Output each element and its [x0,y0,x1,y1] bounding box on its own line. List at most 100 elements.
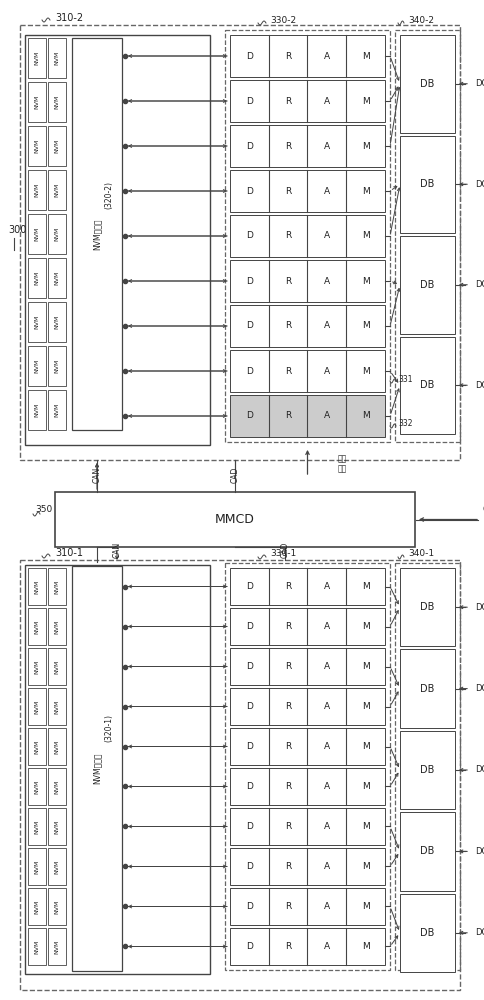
Text: D: D [245,322,252,330]
Text: M: M [361,582,369,591]
Text: M: M [361,742,369,751]
Text: NVM: NVM [54,139,60,153]
Text: A: A [323,322,329,330]
Text: NVM: NVM [54,859,60,874]
Text: M: M [361,862,369,871]
Text: NVM: NVM [34,939,39,954]
Bar [48,928,66,965]
Text: NVM: NVM [34,315,39,329]
Bar [229,888,384,925]
Text: R: R [285,742,291,751]
Text: D: D [245,742,252,751]
Bar [55,492,414,547]
Text: D: D [245,276,252,286]
Bar [229,648,384,685]
Text: 300: 300 [8,225,26,235]
Text: NVM: NVM [34,95,39,109]
Text: M: M [361,142,369,151]
Text: DB: DB [420,380,434,390]
Bar [225,30,389,442]
Text: M: M [361,622,369,631]
Bar [229,170,384,212]
Text: A: A [323,276,329,286]
Text: DB: DB [420,846,434,856]
Text: A: A [323,822,329,831]
Text: 310-2: 310-2 [55,13,83,23]
Text: NVM: NVM [54,739,60,754]
Text: R: R [285,782,291,791]
Text: A: A [323,232,329,240]
Bar [28,648,46,685]
Bar [48,126,66,166]
Text: D: D [245,232,252,240]
Text: NVM: NVM [54,579,60,594]
Text: 标签
信息: 标签 信息 [337,454,346,474]
Text: M: M [361,232,369,240]
Text: DQ: DQ [474,280,484,289]
Text: DB: DB [420,280,434,290]
Bar [48,728,66,765]
Bar [28,848,46,885]
Bar [28,346,46,386]
Text: D: D [245,142,252,151]
Bar [28,688,46,725]
Text: M: M [361,822,369,831]
Bar [28,808,46,845]
Bar [399,35,454,133]
Text: NVM: NVM [34,139,39,153]
Text: D: D [245,942,252,951]
Text: A: A [323,942,329,951]
Bar [229,728,384,765]
Text: DB: DB [420,602,434,612]
Bar [48,768,66,805]
Bar [28,390,46,430]
Text: A: A [323,662,329,671]
Bar [28,608,46,645]
Bar [20,560,459,990]
Bar [229,125,384,167]
Text: NVM: NVM [34,779,39,794]
Text: CA: CA [482,505,484,514]
Text: DQ: DQ [474,603,484,612]
Text: DQ: DQ [474,180,484,189]
Bar [399,136,454,233]
Text: A: A [323,142,329,151]
Bar [229,768,384,805]
Text: NVM: NVM [54,779,60,794]
Text: NVM: NVM [54,403,60,417]
Text: R: R [285,412,291,420]
Text: 332: 332 [397,420,412,428]
Text: 350: 350 [35,506,52,514]
Bar [229,808,384,845]
Text: R: R [285,366,291,375]
Text: M: M [361,902,369,911]
Text: M: M [361,782,369,791]
Text: NVM: NVM [34,899,39,914]
Text: A: A [323,782,329,791]
Bar [225,563,389,970]
Text: NVM: NVM [54,899,60,914]
Text: NVM: NVM [54,183,60,197]
Text: A: A [323,862,329,871]
Bar [48,608,66,645]
Bar [48,346,66,386]
Bar [48,302,66,342]
Text: 310-1: 310-1 [55,548,83,558]
Bar [229,395,384,437]
Bar [229,688,384,725]
Text: D: D [245,582,252,591]
Text: R: R [285,232,291,240]
Bar [28,126,46,166]
Bar [48,390,66,430]
Text: M: M [361,412,369,420]
Bar [48,258,66,298]
Bar [48,82,66,122]
Text: A: A [323,622,329,631]
Text: M: M [361,322,369,330]
Bar [48,688,66,725]
Bar [72,38,122,430]
Text: D: D [245,366,252,375]
Text: MMCD: MMCD [214,513,255,526]
Text: DQ: DQ [474,847,484,856]
Bar [28,214,46,254]
